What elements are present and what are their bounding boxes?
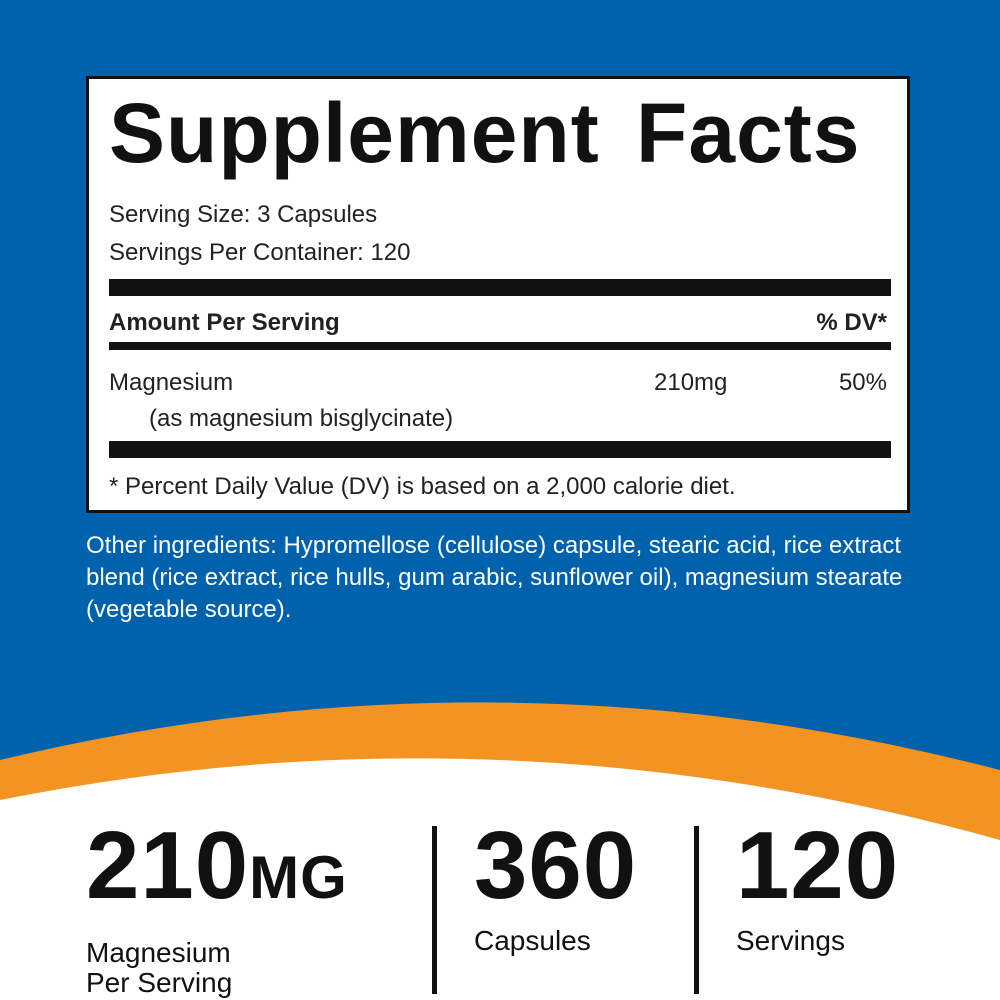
ingredient-form: (as magnesium bisglycinate) — [149, 405, 454, 432]
stat-divider — [432, 826, 437, 994]
stat-dose: 210MG Magnesium Per Serving — [86, 818, 348, 998]
supplement-facts-panel: Supplement Facts Serving Size: 3 Capsule… — [86, 76, 910, 513]
thick-divider — [109, 279, 891, 296]
stat-servings: 120 Servings — [736, 818, 899, 956]
medium-divider — [109, 342, 891, 350]
ingredient-name: Magnesium — [109, 369, 234, 396]
white-arc — [0, 758, 1000, 1000]
stat-value: 360 — [474, 812, 638, 919]
stat-value: 210 — [86, 812, 250, 919]
stat-value: 120 — [736, 812, 900, 919]
stat-label: Per Serving — [86, 967, 233, 998]
thick-divider — [109, 441, 891, 458]
amount-per-serving-header: Amount Per Serving — [109, 309, 340, 336]
facts-title: Supplement Facts — [109, 86, 861, 180]
stat-unit: MG — [249, 844, 348, 911]
other-ingredients: Other ingredients: Hypromellose (cellulo… — [86, 532, 903, 623]
footnote: * Percent Daily Value (DV) is based on a… — [109, 473, 736, 500]
ingredient-amount: 210mg — [654, 369, 728, 396]
stat-label: Capsules — [474, 925, 591, 956]
dv-header: % DV* — [816, 309, 887, 336]
stat-label: Servings — [736, 925, 845, 956]
ingredient-dv: 50% — [838, 369, 887, 396]
stat-capsules: 360 Capsules — [474, 818, 637, 956]
stat-divider — [694, 826, 699, 994]
serving-size: Serving Size: 3 Capsules — [109, 201, 378, 228]
servings-per-container: Servings Per Container: 120 — [109, 239, 411, 266]
stat-label: Magnesium — [86, 937, 231, 968]
